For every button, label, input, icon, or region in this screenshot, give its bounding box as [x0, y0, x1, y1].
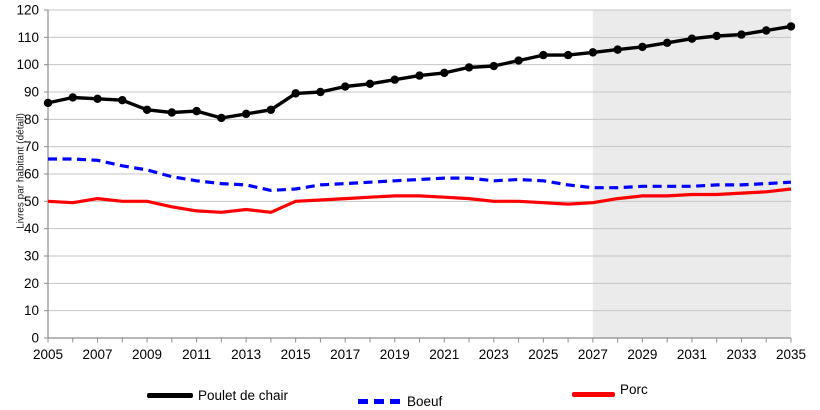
data-point-marker-poulet-de-chair [266, 105, 276, 114]
x-tick-label: 2033 [726, 347, 756, 362]
data-point-marker-poulet-de-chair [217, 113, 226, 123]
data-point-marker-poulet-de-chair [118, 96, 127, 105]
data-point-marker-poulet-de-chair [786, 22, 796, 31]
data-point-marker-poulet-de-chair [687, 34, 697, 43]
x-tick-label: 2023 [479, 347, 509, 362]
x-tick-label: 2007 [83, 347, 113, 362]
y-tick-label: 120 [16, 3, 39, 18]
y-tick-label: 80 [24, 112, 39, 127]
y-tick-label: 20 [24, 276, 39, 291]
series-line-boeuf [48, 157, 792, 192]
data-point-marker-poulet-de-chair [167, 108, 177, 117]
legend-item-boeuf: Boeuf [358, 394, 442, 409]
x-tick-label: 2031 [677, 347, 707, 362]
data-point-marker-poulet-de-chair [365, 79, 375, 89]
data-point-marker-poulet-de-chair [489, 61, 498, 71]
y-tick-label: 40 [24, 221, 39, 236]
x-tick-label: 2025 [528, 347, 558, 362]
data-point-marker-poulet-de-chair [316, 87, 325, 97]
data-point-marker-poulet-de-chair [563, 50, 573, 60]
x-tick-label: 2005 [33, 347, 63, 362]
legend-label-boeuf: Boeuf [407, 394, 443, 409]
x-tick-label: 2011 [182, 347, 211, 362]
data-point-marker-poulet-de-chair [415, 71, 424, 80]
porc-line-swatch [572, 392, 615, 397]
legend-label-poulet-de-chair: Poulet de chair [198, 388, 289, 403]
y-tick-label: 90 [24, 85, 39, 100]
x-tick-label: 2027 [578, 347, 608, 362]
data-point-marker-poulet-de-chair [440, 68, 449, 78]
data-point-marker-poulet-de-chair [539, 50, 548, 60]
data-point-marker-poulet-de-chair [464, 63, 474, 72]
x-tick-label: 2019 [380, 347, 410, 362]
data-point-marker-poulet-de-chair [68, 93, 77, 102]
data-point-marker-poulet-de-chair [762, 26, 771, 35]
x-tick-label: 2015 [281, 347, 311, 362]
plot-area: 2005 2007 2009 2011 2013 2015 2017 2019 2021 2023… [16, 3, 806, 363]
x-tick-label: 2029 [627, 347, 657, 362]
data-point-marker-poulet-de-chair [638, 42, 647, 52]
data-point-marker-poulet-de-chair [613, 45, 622, 54]
x-tick-label: 2021 [429, 347, 459, 362]
data-point-marker-poulet-de-chair [192, 106, 201, 116]
legend-label-porc: Porc [620, 382, 648, 397]
data-point-marker-poulet-de-chair [291, 89, 300, 98]
y-tick-label: 30 [24, 249, 39, 264]
y-tick-label: 10 [24, 303, 39, 318]
data-point-marker-poulet-de-chair [390, 75, 399, 84]
series-line-porc [47, 187, 792, 214]
y-tick-label: 0 [31, 331, 39, 346]
legend-item-poulet-de-chair: Poulet de chair [147, 388, 288, 403]
y-axis-title: Livres par habitant (détail) [15, 113, 27, 229]
boeuf-line-swatch [358, 399, 402, 404]
data-point-marker-poulet-de-chair [241, 109, 251, 119]
y-tick-label: 70 [24, 139, 39, 154]
y-tick-label: 110 [17, 30, 39, 45]
data-point-marker-poulet-de-chair [142, 105, 152, 114]
y-tick-label: 100 [16, 57, 39, 72]
poulet-de-chair-line-swatch [147, 393, 193, 398]
data-point-marker-poulet-de-chair [341, 82, 350, 91]
data-point-marker-poulet-de-chair [514, 56, 523, 65]
x-tick-label: 2017 [330, 347, 360, 362]
data-point-marker-poulet-de-chair [662, 38, 672, 47]
y-tick-label: 50 [24, 194, 39, 209]
data-point-marker-poulet-de-chair [712, 31, 721, 41]
y-tick-label: 60 [24, 167, 39, 182]
data-point-marker-poulet-de-chair [588, 48, 598, 57]
data-point-marker-poulet-de-chair [43, 98, 53, 108]
x-tick-label: 2035 [776, 347, 806, 362]
x-tick-label: 2009 [132, 347, 162, 362]
legend-item-porc: Porc [572, 382, 648, 402]
data-point-marker-poulet-de-chair [93, 94, 102, 104]
x-tick-label: 2013 [231, 347, 261, 362]
data-point-marker-poulet-de-chair [737, 30, 746, 39]
